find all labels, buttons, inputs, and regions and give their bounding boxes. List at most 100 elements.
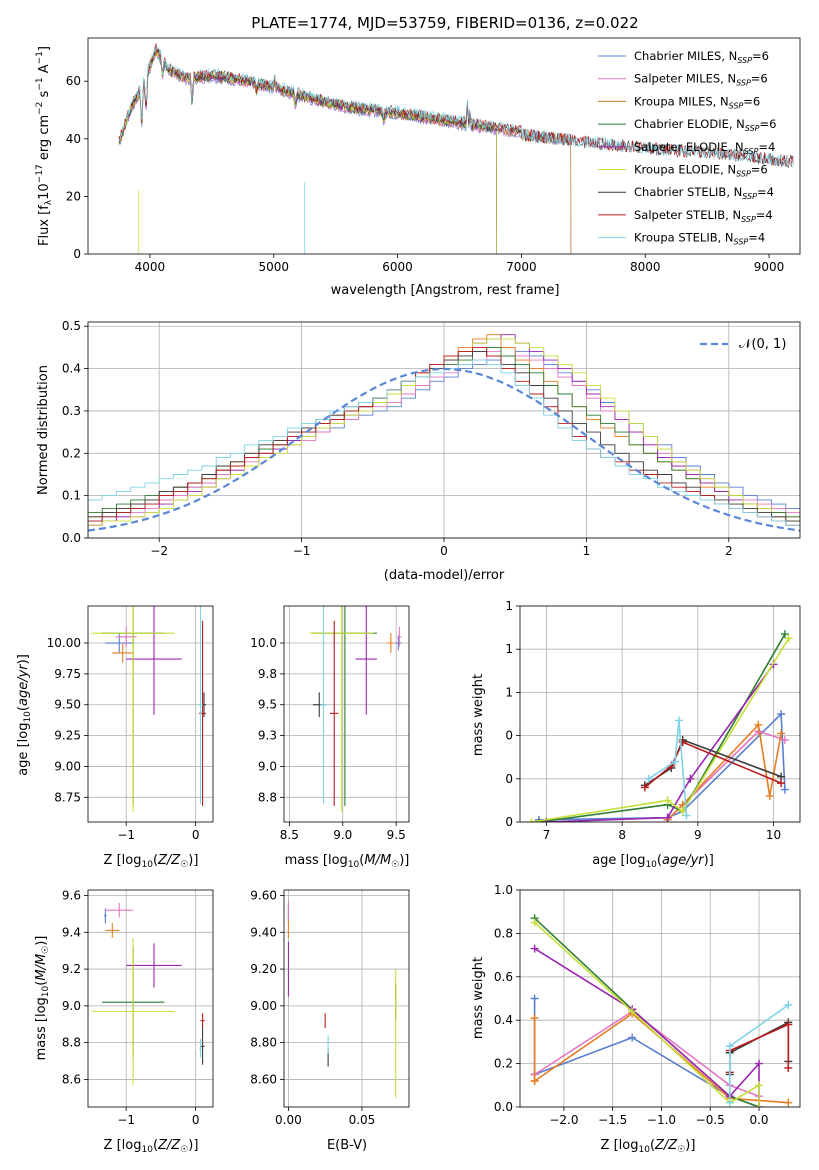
x-tick-label: 0 xyxy=(192,1113,200,1127)
x-tick-label: 9000 xyxy=(754,260,785,274)
age-mass-xlabel: mass [log10(M/M☉)] xyxy=(285,853,410,870)
spectrum-line xyxy=(118,49,572,254)
y-tick-label: 8.8 xyxy=(62,1036,81,1050)
legend-label-tail: =6 xyxy=(751,163,768,177)
mass-weight-marker xyxy=(663,796,672,805)
legend-label-main: Chabrier STELIB, N xyxy=(634,185,742,199)
mass-weight-marker xyxy=(530,994,539,1003)
legend-label-tail: =4 xyxy=(758,140,775,154)
panel-7-axes: −2.0 −1.5 −1.0 −0.5 0.0 0.0 0.2 0.4 0.6 0.8 1.0 xyxy=(494,883,800,1127)
panel-2-axes: −1 0 8.75 9.00 9.25 9.50 9.75 10.00 xyxy=(47,606,213,842)
y-tick-label: 9.8 xyxy=(258,667,277,681)
x-tick-label: −2 xyxy=(150,544,168,558)
legend-label-main: Salpeter ELODIE, N xyxy=(634,140,744,154)
y-tick-label: 0 xyxy=(505,729,513,743)
reference-legend-label: 𝒩(0, 1) xyxy=(739,337,786,352)
y-tick-label: 9.60 xyxy=(250,889,277,903)
mass-weight-series xyxy=(640,738,786,792)
x-tick-label: −2.0 xyxy=(549,1113,578,1127)
errorbar-point xyxy=(199,1038,202,1058)
y-tick-label: 9.75 xyxy=(54,667,81,681)
y-tick-label: 9.5 xyxy=(258,698,277,712)
legend-label: Chabrier STELIB, NSSP=4 xyxy=(634,185,774,201)
y-tick-label: 9.0 xyxy=(62,999,81,1013)
mass-weight-line xyxy=(534,917,760,1107)
panel-6-axes: 0.00 0.05 8.60 8.80 9.00 9.20 9.40 9.60 xyxy=(250,889,409,1127)
legend-label-tail: =6 xyxy=(743,94,760,108)
x-tick-label: −1.0 xyxy=(647,1113,676,1127)
mass-weight-marker xyxy=(784,1001,793,1010)
y-tick-label: 0.0 xyxy=(494,1100,513,1114)
mass-weight-marker xyxy=(725,1098,734,1107)
errorbar-point xyxy=(355,606,377,715)
errorbar-point xyxy=(387,633,395,653)
mass-weight-marker xyxy=(682,811,691,820)
x-tick-label: −0.5 xyxy=(696,1113,725,1127)
mass-weight-marker xyxy=(530,944,539,953)
panel-3-axes: 8.5 9.0 9.5 8.8 9.0 9.3 9.5 9.8 10.0 xyxy=(250,606,409,842)
spectrum-xlabel: wavelength [Angstrom, rest frame] xyxy=(331,283,560,298)
histogram-step xyxy=(88,359,800,538)
mass-weight-marker xyxy=(686,774,695,783)
x-tick-label: 2 xyxy=(725,544,733,558)
legend-label-main: Chabrier MILES, N xyxy=(634,49,737,63)
x-tick-label: −1.5 xyxy=(598,1113,627,1127)
mass-weight-marker xyxy=(527,818,536,822)
mass-weight-marker xyxy=(784,1020,793,1029)
x-tick-label: 7000 xyxy=(506,260,537,274)
legend-label: Kroupa MILES, NSSP=6 xyxy=(634,94,760,110)
legend-label-main: Salpeter MILES, N xyxy=(634,72,736,86)
mass-weight-marker xyxy=(765,792,774,801)
errorbar-point xyxy=(397,626,402,647)
x-tick-label: 9 xyxy=(694,828,702,842)
panel-0-axes: 4000 5000 6000 7000 8000 9000 0 20 40 60 xyxy=(66,74,785,274)
y-tick-label: 9.4 xyxy=(62,925,81,939)
x-tick-label: −1 xyxy=(117,828,135,842)
mass-weight-line xyxy=(644,741,782,789)
mass-weight-marker xyxy=(530,918,539,927)
age-vs-mass-panel: mass [log10(M/M☉)] 8.5 9.0 9.5 8.8 9.0 9.3 9.5… xyxy=(250,605,410,870)
x-tick-label: 0.00 xyxy=(275,1113,302,1127)
legend-label-sub: SSP xyxy=(734,238,749,247)
errorbar-point xyxy=(200,1013,205,1028)
legend-label-main: Salpeter STELIB, N xyxy=(634,208,741,222)
legend-label-sub: SSP xyxy=(744,147,759,156)
mass-z-ylabel: mass [log10(M/M☉)] xyxy=(34,936,51,1061)
x-tick-label: 8000 xyxy=(630,260,661,274)
mw-age-xlabel: age [log10(age/yr)] xyxy=(592,853,714,870)
x-tick-label: 1 xyxy=(583,544,591,558)
y-tick-label: 1.0 xyxy=(494,883,513,897)
errorbar-point xyxy=(91,937,175,1085)
chart-title: PLATE=1774, MJD=53759, FIBERID=0136, z=0… xyxy=(251,14,638,32)
histogram-step xyxy=(88,346,800,538)
legend-label: Chabrier ELODIE, NSSP=6 xyxy=(634,117,776,133)
mass-weight-marker xyxy=(777,729,786,738)
y-tick-label: 9.25 xyxy=(54,729,81,743)
y-tick-label: 0.4 xyxy=(494,1013,513,1027)
spectrum-panel: wavelength [Angstrom, rest frame] Flux [… xyxy=(35,37,801,298)
errorbar-point xyxy=(329,620,339,806)
spectrum-line xyxy=(118,49,497,254)
y-tick-label: 0.2 xyxy=(62,446,81,460)
y-tick-label: 0.4 xyxy=(62,362,81,376)
panel-4-frame xyxy=(519,605,801,823)
y-tick-label: 9.50 xyxy=(54,698,81,712)
panel-4-axes: 7 8 9 10 0 0 0 1 1 1 xyxy=(505,599,800,842)
mass-vs-extinction-panel: E(B-V) 0.00 0.05 8.60 8.80 9.00 9.20 9.40 9.60 xyxy=(250,889,410,1153)
x-tick-label: 0 xyxy=(192,828,200,842)
mass-weight-series xyxy=(534,710,789,822)
y-tick-label: 0.3 xyxy=(62,404,81,418)
mass-weight-marker xyxy=(780,785,789,794)
errorbar-point xyxy=(105,633,134,653)
y-tick-label: 9.2 xyxy=(62,962,81,976)
legend-label-sub: SSP xyxy=(729,101,744,110)
panel-7-frame xyxy=(519,889,801,1108)
mass-weight-vs-age-panel: age [log10(age/yr)] mass weight 7 8 9 10 0 0 0… xyxy=(471,599,801,870)
x-tick-label: 8.5 xyxy=(280,828,299,842)
mass-weight-marker xyxy=(530,1014,539,1023)
legend-label-sub: SSP xyxy=(745,124,760,133)
mass-weight-line xyxy=(648,720,688,816)
mass-weight-line xyxy=(538,712,786,821)
errorbar-point xyxy=(103,908,107,924)
